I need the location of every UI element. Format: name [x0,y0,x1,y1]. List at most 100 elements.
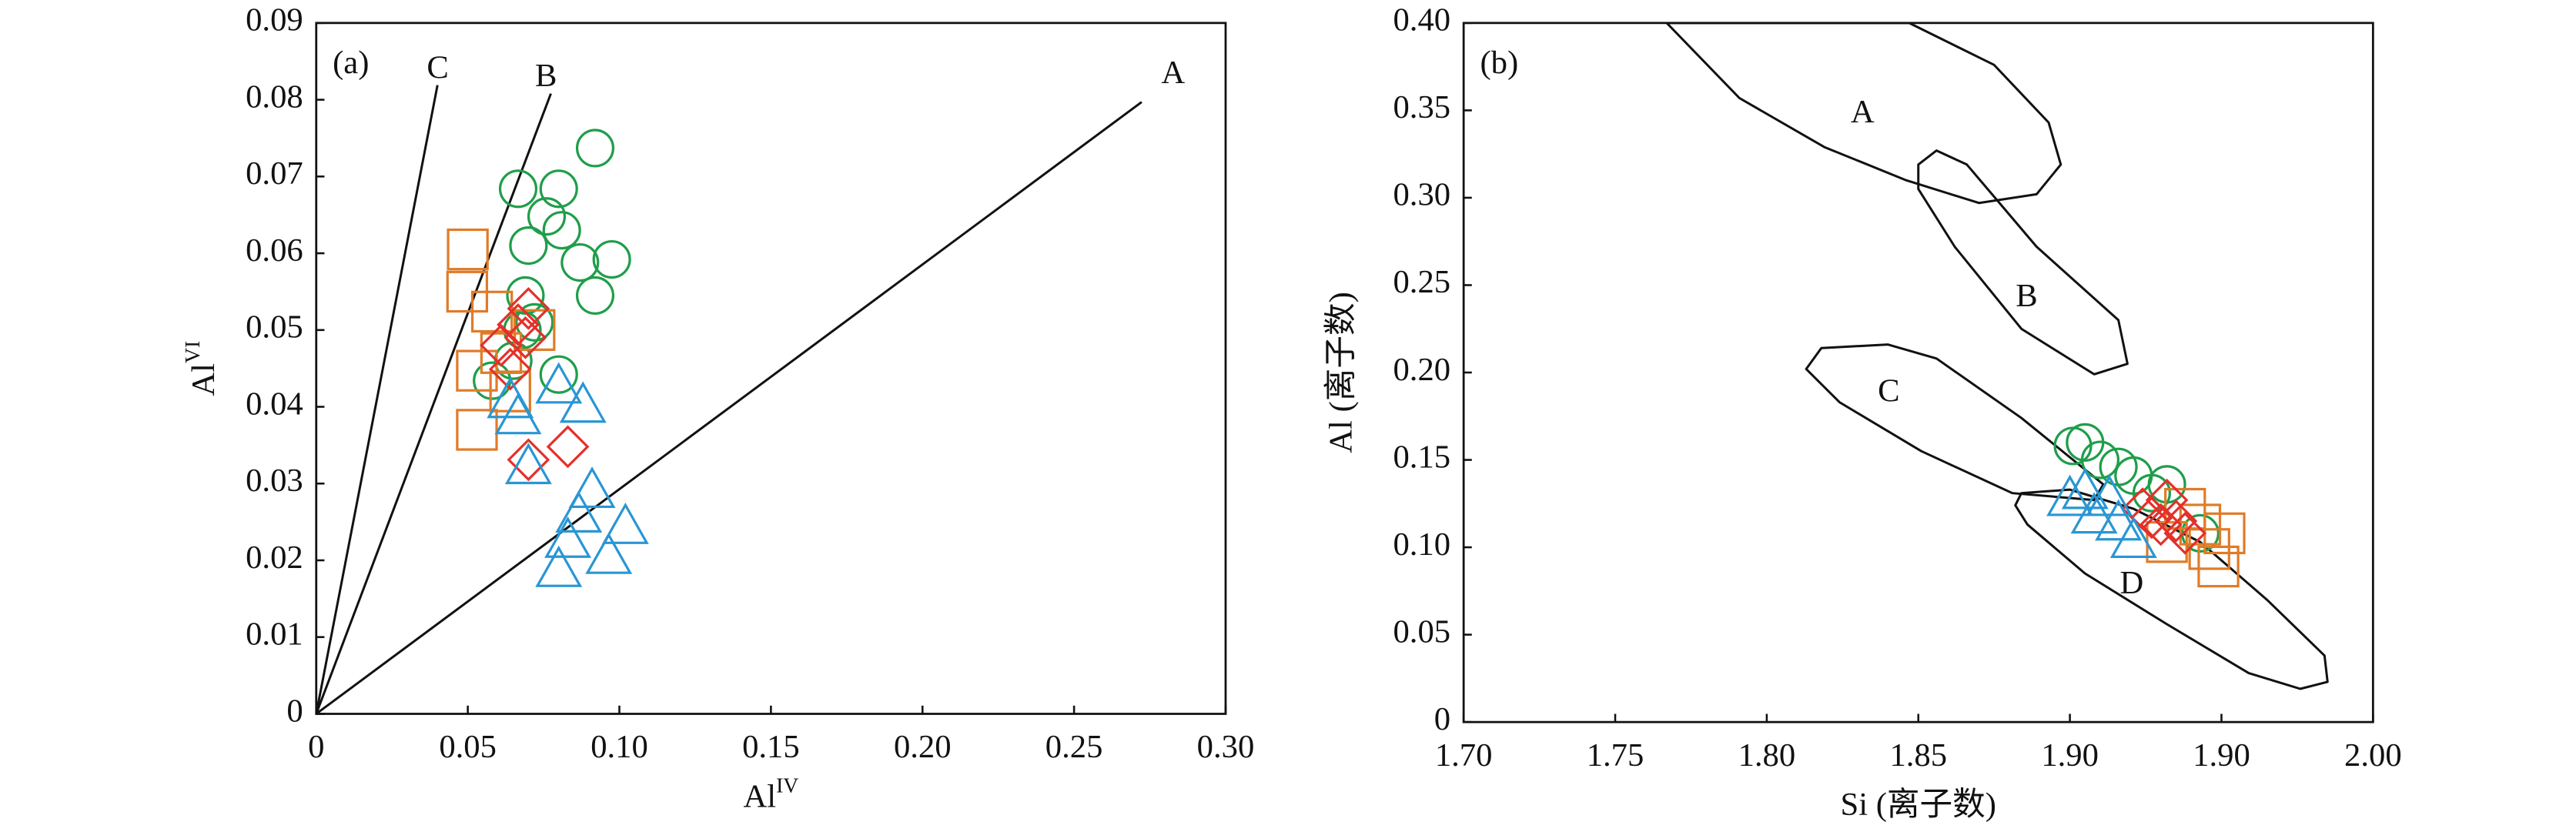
circle-marker [560,242,600,282]
x-axis-label: Si (离子数) [1841,786,1996,823]
region-label: B [2016,278,2037,314]
diamond-marker [2145,478,2189,522]
y-tick-label: 0.40 [1393,2,1450,38]
y-tick-label: 0.35 [1393,89,1450,125]
y-tick-label: 0.30 [1393,177,1450,213]
triangle-marker [2061,467,2109,510]
circle-marker [592,239,631,279]
reference-line [315,93,552,715]
y-tick-label: 0.05 [1393,613,1450,650]
field-region [1805,343,2105,502]
x-tick-label: 0 [308,729,324,765]
panel: 1.70 1.75 1.80 1.85 1.90 1.90 2.00 0 0.05 0.10 0.1… [1322,2,2401,823]
field-region [1665,22,2062,205]
line-label: A [1161,55,1185,91]
diamond-marker [2163,512,2207,555]
circle-marker [2080,440,2120,479]
circle-marker [2053,426,2093,466]
x-tick-label: 1.90 [2041,737,2099,774]
triangle-marker [544,516,592,558]
y-tick-label: 0.15 [1393,439,1450,475]
y-tick-label: 0.05 [246,309,303,346]
square-marker [2197,545,2240,588]
diamond-marker [2130,496,2173,540]
y-tick-label: 0.04 [246,386,303,422]
y-axis-label: AlVI [180,341,221,396]
triangle-marker [555,491,603,533]
x-tick-label: 1.70 [1435,737,1493,774]
panel-label: (a) [333,45,369,81]
circle-marker [575,129,615,168]
y-tick-label: 0.07 [246,155,303,192]
y-axis-label-text: Al (离子数) [1322,292,1359,453]
x-axis-label-text: Si (离子数) [1841,786,1996,823]
x-tick-label: 0.10 [590,729,648,765]
triangle-marker [2109,516,2157,559]
y-tick-label: 0.09 [246,2,303,38]
triangle-marker [535,545,583,587]
region-label: D [2120,565,2144,601]
y-tick-label: 0.25 [1393,264,1450,300]
x-axis-label-sup: IV [776,774,798,797]
circle-marker [498,169,538,209]
plot-frame [1462,22,2374,723]
field-region [2014,488,2329,690]
circle-marker [2132,473,2171,513]
x-tick-label: 0.30 [1197,729,1255,765]
x-tick-label: 0.20 [894,729,952,765]
circle-marker [527,197,567,236]
diamond-marker [488,347,532,391]
y-tick-label: 0.06 [246,232,303,269]
triangle-marker [494,393,542,435]
x-tick-label: 1.80 [1738,737,1796,774]
x-tick-label: 1.90 [2193,737,2250,774]
x-axis-label-text: Al [743,778,776,814]
diamond-marker [2139,503,2183,546]
field-region [1917,149,2129,376]
x-axis-label: AlIV [743,774,798,814]
x-tick-label: 0.25 [1045,729,1103,765]
circle-marker [509,226,548,266]
panel: 0 0.05 0.10 0.15 0.20 0.25 0.30 0 0.01 0.02 0.03 0.… [180,2,1254,815]
diamond-marker [507,438,550,482]
y-tick-label: 0.10 [1393,526,1450,563]
y-tick-label: 0.03 [246,463,303,499]
x-tick-label: 0.15 [742,729,800,765]
diamond-marker [546,425,590,469]
triangle-marker [487,376,534,419]
line-label: B [535,58,557,94]
region-label: C [1878,373,1899,409]
x-tick-label: 1.75 [1587,737,1644,774]
square-marker [456,409,498,451]
y-axis-label-sup: VI [180,341,204,363]
x-tick-label: 2.00 [2344,737,2402,774]
diamond-marker [507,287,550,330]
reference-line [315,101,1142,715]
circle-marker [539,355,578,394]
triangle-marker [504,443,552,485]
triangle-marker [585,532,633,574]
triangle-marker [535,362,583,404]
circle-marker [515,302,554,342]
circle-marker [575,276,615,315]
y-axis-label-text: Al [186,363,222,396]
triangle-marker [559,381,607,423]
circle-marker [542,211,581,250]
triangle-marker [2095,499,2143,541]
y-tick-label: 0.08 [246,79,303,115]
region-label: A [1851,94,1875,130]
y-axis-label: Al (离子数) [1322,292,1359,453]
plot-frame [315,22,1227,715]
circle-marker [539,169,578,209]
diamond-marker [503,316,547,359]
x-tick-label: 0.05 [439,729,497,765]
triangle-marker [2046,474,2094,516]
line-label: C [427,49,448,85]
triangle-marker [601,503,649,544]
panel-label: (b) [1480,45,1518,81]
y-tick-label: 0 [1434,701,1450,737]
y-tick-label: 0.20 [1393,352,1450,388]
y-tick-label: 0.02 [246,540,303,576]
diamond-marker [480,323,523,367]
